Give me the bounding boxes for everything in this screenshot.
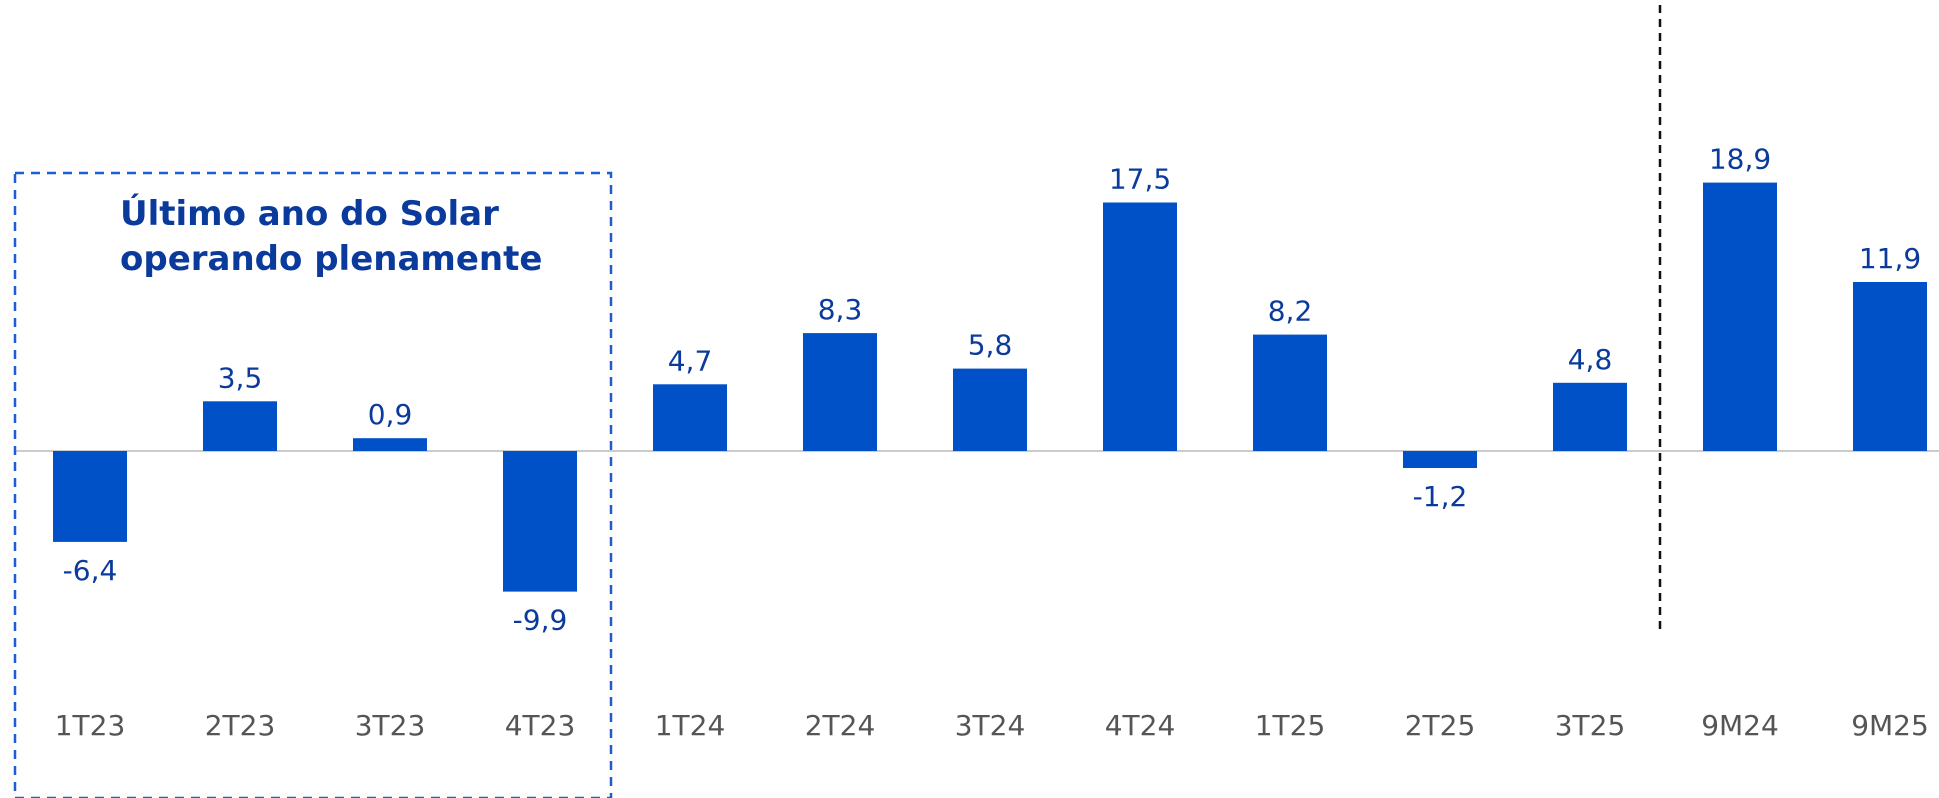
bar-1t23 (53, 451, 127, 542)
bar-2t25 (1403, 451, 1477, 468)
x-tick-4t24: 4T24 (1105, 709, 1176, 742)
value-labels-layer: -6,4 3,5 0,9 -9,9 4,7 8,3 5,8 17,5 8,2 -1,2 4,8 18,… (63, 143, 1921, 637)
value-label-4t23: -9,9 (513, 604, 568, 637)
bar-4t23 (503, 451, 577, 592)
annotation-line-2: operando plenamente (120, 239, 542, 279)
x-tick-2t24: 2T24 (805, 709, 876, 742)
value-label-9m24: 18,9 (1709, 143, 1771, 176)
bar-3t24 (953, 368, 1027, 451)
value-label-3t23: 0,9 (368, 398, 413, 431)
value-label-2t24: 8,3 (818, 293, 863, 326)
value-label-1t25: 8,2 (1268, 295, 1313, 328)
value-label-2t23: 3,5 (218, 361, 263, 394)
bar-2t24 (803, 333, 877, 451)
annotation-line-1: Último ano do Solar (120, 193, 499, 234)
x-tick-2t23: 2T23 (205, 709, 276, 742)
x-tick-1t23: 1T23 (55, 709, 126, 742)
bar-9m25 (1853, 282, 1927, 451)
bar-1t24 (653, 384, 727, 451)
x-tick-1t24: 1T24 (655, 709, 726, 742)
bar-3t25 (1553, 382, 1627, 451)
value-label-4t24: 17,5 (1109, 163, 1171, 196)
bar-3t23 (353, 438, 427, 451)
value-label-1t24: 4,7 (668, 344, 713, 377)
x-tick-3t23: 3T23 (355, 709, 426, 742)
bar-1t25 (1253, 334, 1327, 451)
x-tick-labels-layer: 1T23 2T23 3T23 4T23 1T24 2T24 3T24 4T24 1T25 2T25… (55, 709, 1929, 742)
bars-layer (53, 182, 1927, 592)
value-label-9m25: 11,9 (1859, 242, 1921, 275)
value-label-3t24: 5,8 (968, 329, 1013, 362)
value-label-1t23: -6,4 (63, 554, 118, 587)
x-tick-4t23: 4T23 (505, 709, 576, 742)
bar-2t23 (203, 401, 277, 451)
x-tick-9m24: 9M24 (1701, 709, 1779, 742)
value-label-3t25: 4,8 (1568, 343, 1613, 376)
bar-9m24 (1703, 182, 1777, 451)
x-tick-3t25: 3T25 (1555, 709, 1626, 742)
bar-4t24 (1103, 202, 1177, 451)
x-tick-3t24: 3T24 (955, 709, 1026, 742)
x-tick-2t25: 2T25 (1405, 709, 1476, 742)
x-tick-1t25: 1T25 (1255, 709, 1326, 742)
highlight-box (13, 171, 613, 798)
x-tick-9m25: 9M25 (1851, 709, 1929, 742)
value-label-2t25: -1,2 (1413, 480, 1468, 513)
